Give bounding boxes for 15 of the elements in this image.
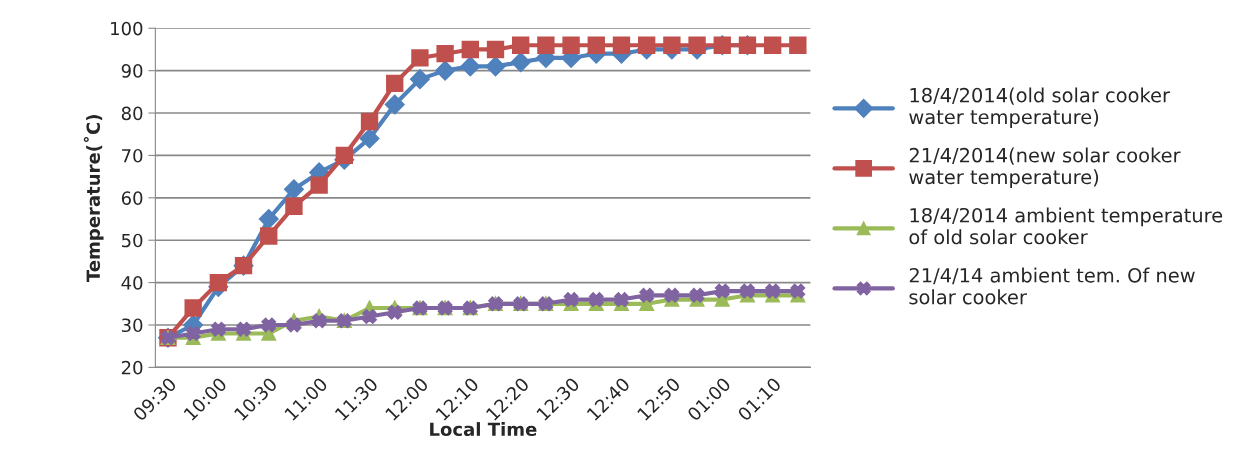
y-tick-label: 100 bbox=[111, 21, 143, 36]
y-tick-label: 80 bbox=[121, 106, 143, 121]
y-tick-label: 20 bbox=[121, 360, 143, 375]
y-axis-title: Temperature(˚C) bbox=[83, 115, 104, 283]
y-tick-label: 30 bbox=[121, 318, 143, 333]
y-tick-label: 90 bbox=[121, 64, 143, 78]
legend-label: 18/4/2014 ambient temperature of old solar cooker bbox=[909, 207, 1223, 245]
legend-label: 18/4/2014(old solar cooker water temperature) bbox=[909, 87, 1170, 129]
y-tick-label: 60 bbox=[121, 191, 143, 205]
x-axis-title: Local Time bbox=[430, 422, 537, 437]
y-tick-label: 50 bbox=[121, 233, 143, 248]
legend-label: 21/4/14 ambient tem. Of new solar cooker bbox=[909, 267, 1195, 305]
legend-label: 21/4/2014(new solar cooker water temperature) bbox=[909, 147, 1181, 189]
y-tick-label: 40 bbox=[121, 276, 143, 290]
y-tick-label: 70 bbox=[122, 148, 143, 163]
